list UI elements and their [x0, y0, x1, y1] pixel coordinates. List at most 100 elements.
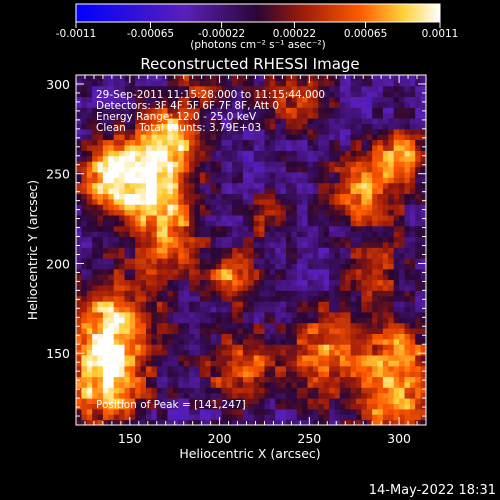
- heatmap-cell: [404, 128, 411, 135]
- heatmap-cell: [334, 123, 341, 130]
- heatmap-cell: [388, 161, 395, 168]
- heatmap-cell: [399, 414, 405, 421]
- heatmap-cell: [129, 80, 136, 87]
- heatmap-cell: [248, 220, 255, 227]
- heatmap-cell: [172, 290, 179, 297]
- heatmap-cell: [124, 419, 131, 426]
- heatmap-cell: [356, 392, 362, 399]
- heatmap-cell: [286, 75, 292, 81]
- heatmap-cell: [253, 161, 260, 168]
- heatmap-cell: [253, 182, 260, 189]
- heatmap-cell: [415, 198, 422, 205]
- heatmap-cell: [167, 365, 174, 372]
- heatmap-cell: [108, 145, 115, 151]
- heatmap-cell: [259, 139, 265, 146]
- heatmap-cell: [97, 365, 104, 372]
- heatmap-cell: [189, 134, 195, 141]
- heatmap-cell: [205, 419, 212, 426]
- heatmap-cell: [302, 150, 309, 157]
- heatmap-cell: [135, 145, 142, 151]
- heatmap-cell: [113, 322, 120, 329]
- heatmap-cell: [302, 263, 309, 270]
- heatmap-cell: [388, 231, 395, 238]
- heatmap-cell: [178, 376, 185, 383]
- heatmap-cell: [242, 134, 249, 141]
- heatmap-cell: [248, 268, 255, 275]
- heatmap-cell: [404, 177, 411, 184]
- heatmap-cell: [92, 118, 99, 124]
- heatmap-cell: [237, 80, 244, 87]
- heatmap-cell: [221, 134, 228, 141]
- heatmap-cell: [415, 252, 422, 259]
- heatmap-cell: [119, 311, 125, 318]
- heatmap-cell: [356, 241, 362, 248]
- heatmap-cell: [302, 123, 309, 130]
- heatmap-cell: [178, 182, 185, 189]
- heatmap-cell: [135, 112, 142, 119]
- heatmap-cell: [264, 317, 271, 324]
- heatmap-cell: [291, 414, 298, 421]
- heatmap-cell: [420, 247, 427, 254]
- heatmap-cell: [399, 145, 405, 151]
- heatmap-cell: [102, 290, 109, 297]
- heatmap-cell: [226, 171, 233, 178]
- heatmap-cell: [113, 311, 120, 318]
- heatmap-cell: [345, 419, 352, 426]
- heatmap-cell: [280, 355, 287, 361]
- heatmap-cell: [399, 392, 405, 399]
- heatmap-cell: [108, 220, 115, 227]
- heatmap-cell: [81, 392, 88, 399]
- heatmap-cell: [102, 225, 109, 232]
- heatmap-cell: [108, 204, 115, 211]
- heatmap-cell: [372, 381, 379, 388]
- heatmap-cell: [102, 355, 109, 361]
- heatmap-cell: [205, 414, 212, 421]
- heatmap-cell: [76, 365, 82, 372]
- heatmap-cell: [318, 279, 325, 286]
- heatmap-cell: [275, 392, 282, 399]
- heatmap-cell: [92, 419, 99, 426]
- heatmap-cell: [119, 177, 125, 184]
- heatmap-cell: [382, 301, 389, 308]
- heatmap-cell: [318, 96, 325, 103]
- heatmap-cell: [264, 322, 271, 329]
- heatmap-cell: [248, 392, 255, 399]
- heatmap-cell: [205, 387, 212, 394]
- heatmap-cell: [194, 306, 201, 313]
- heatmap-cell: [372, 403, 379, 410]
- heatmap-cell: [318, 274, 325, 281]
- heatmap-cell: [339, 290, 346, 297]
- heatmap-cell: [151, 371, 158, 378]
- heatmap-cell: [377, 301, 384, 308]
- heatmap-cell: [253, 225, 260, 232]
- heatmap-cell: [248, 333, 255, 340]
- heatmap-cell: [286, 166, 292, 173]
- heatmap-cell: [97, 118, 104, 124]
- heatmap-cell: [167, 355, 174, 361]
- heatmap-cell: [280, 182, 287, 189]
- heatmap-cell: [280, 381, 287, 388]
- heatmap-cell: [382, 188, 389, 194]
- heatmap-cell: [361, 252, 368, 259]
- heatmap-cell: [377, 128, 384, 135]
- heatmap-cell: [420, 258, 427, 264]
- heatmap-cell: [119, 268, 125, 275]
- heatmap-cell: [404, 91, 411, 98]
- heatmap-cell: [135, 188, 142, 194]
- heatmap-cell: [210, 101, 217, 108]
- heatmap-cell: [146, 263, 152, 270]
- heatmap-cell: [302, 376, 309, 383]
- heatmap-cell: [205, 338, 212, 345]
- heatmap-cell: [221, 279, 228, 286]
- heatmap-cell: [119, 171, 125, 178]
- heatmap-cell: [264, 360, 271, 367]
- heatmap-cell: [248, 258, 255, 264]
- heatmap-cell: [146, 414, 152, 421]
- heatmap-cell: [162, 166, 169, 173]
- heatmap-cell: [102, 328, 109, 334]
- heatmap-cell: [226, 101, 233, 108]
- heatmap-cell: [102, 171, 109, 178]
- heatmap-cell: [162, 274, 169, 281]
- heatmap-cell: [146, 328, 152, 334]
- heatmap-cell: [146, 231, 152, 238]
